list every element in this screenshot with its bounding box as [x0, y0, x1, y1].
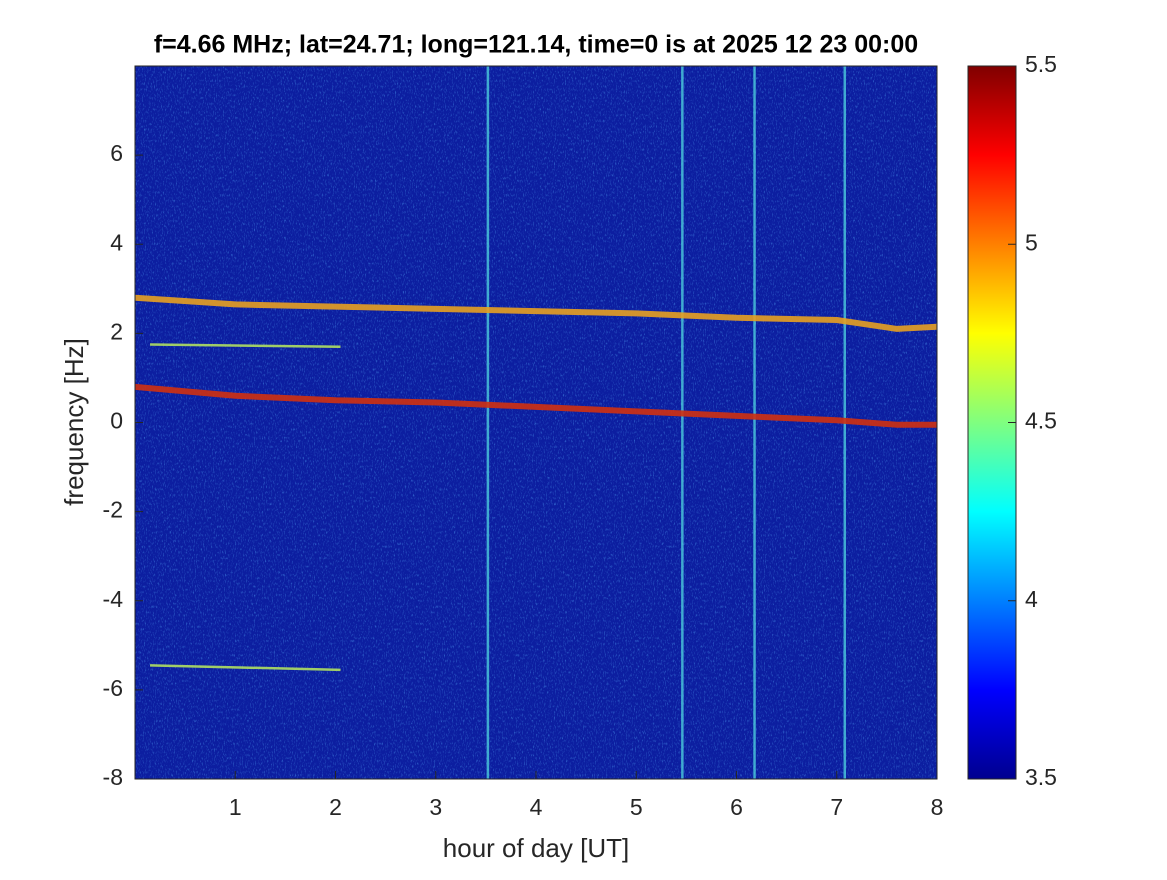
- doppler-trace: [135, 294, 937, 332]
- colorbar-tick-label: 3.5: [1025, 764, 1057, 790]
- chart-title: f=4.66 MHz; lat=24.71; long=121.14, time…: [154, 31, 918, 59]
- y-tick-label: -2: [103, 497, 123, 523]
- plot-area: [135, 66, 937, 779]
- colorbar-tick-label: 4.5: [1025, 408, 1057, 434]
- x-tick-label: 4: [530, 794, 543, 820]
- doppler-trace: [150, 343, 341, 348]
- y-tick-label: -8: [103, 764, 123, 790]
- doppler-trace: [150, 664, 341, 672]
- x-tick-label: 2: [329, 794, 342, 820]
- x-axis-label: hour of day [UT]: [443, 833, 629, 863]
- x-tick-label: 8: [931, 794, 944, 820]
- y-tick-label: -6: [103, 675, 123, 701]
- x-tick-label: 1: [229, 794, 242, 820]
- y-tick-label: 0: [110, 408, 123, 434]
- y-axis-label: frequency [Hz]: [59, 338, 89, 506]
- x-tick-label: 6: [730, 794, 743, 820]
- colorbar-tick-label: 4: [1025, 586, 1038, 612]
- y-tick-label: 2: [110, 318, 123, 344]
- y-tick-label: 4: [110, 229, 123, 255]
- colorbar-tick-label: 5.5: [1025, 51, 1057, 77]
- x-tick-label: 3: [429, 794, 442, 820]
- y-tick-label: 6: [110, 140, 123, 166]
- x-tick-label: 5: [630, 794, 643, 820]
- y-tick-label: -4: [103, 586, 124, 612]
- x-tick-label: 7: [830, 794, 843, 820]
- spectrogram-noise: [135, 66, 937, 779]
- colorbar-tick-label: 5: [1025, 229, 1038, 255]
- doppler-trace: [135, 383, 937, 428]
